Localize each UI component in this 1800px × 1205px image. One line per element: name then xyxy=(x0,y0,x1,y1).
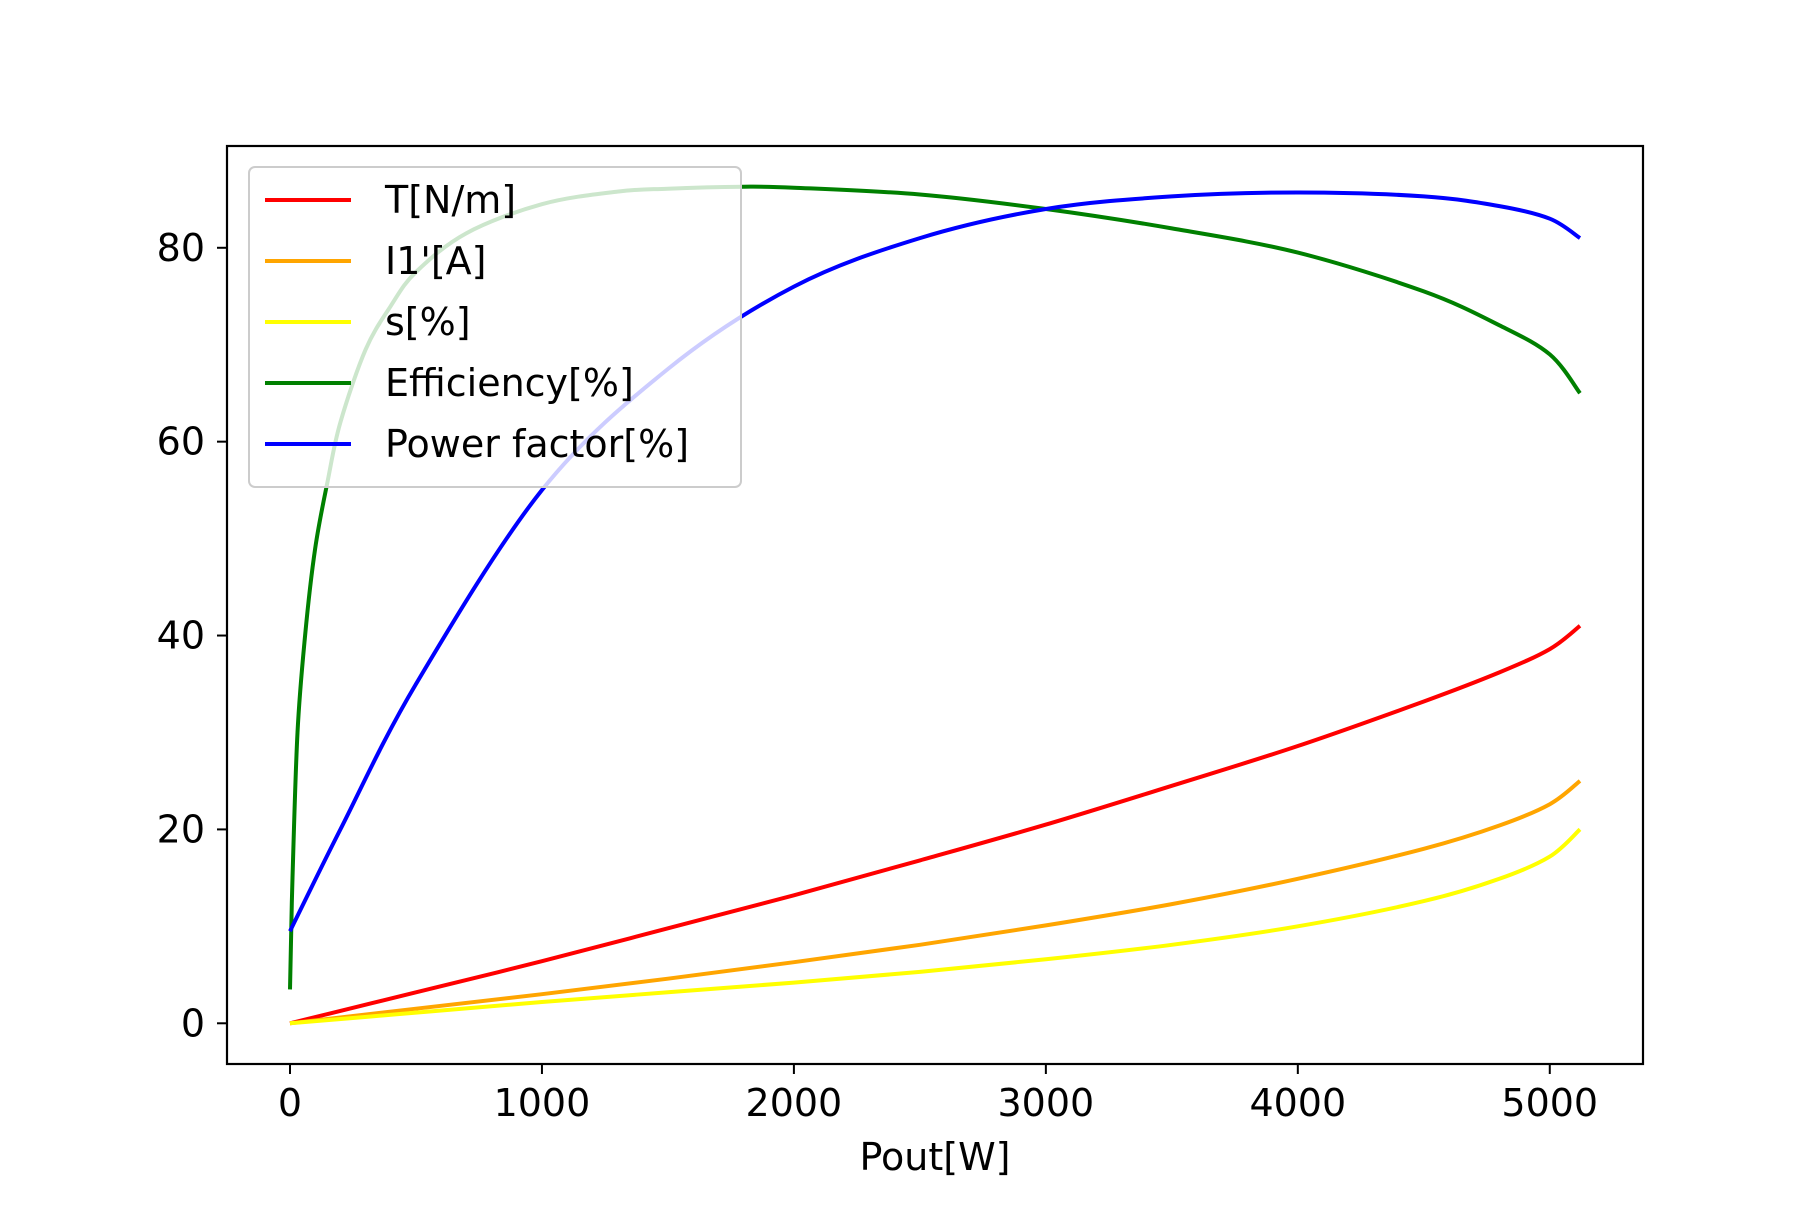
legend-label: Efficiency[%] xyxy=(385,361,634,405)
axes-frame xyxy=(225,144,1645,1066)
series-line-0 xyxy=(289,624,1582,1026)
x-tick-label: 1000 xyxy=(494,1081,591,1125)
x-tick-label: 3000 xyxy=(998,1081,1095,1125)
series-lines xyxy=(288,184,1582,1026)
y-tick-label: 0 xyxy=(181,1001,205,1045)
y-tick-label: 20 xyxy=(157,807,205,851)
x-tick-label: 5000 xyxy=(1501,1081,1598,1125)
x-axis-ticks: 0 1000 2000 3000 4000 5000 xyxy=(278,1064,1598,1125)
legend-label: s[%] xyxy=(385,300,471,344)
y-axis-ticks: 0 20 40 60 80 xyxy=(157,226,227,1045)
x-tick-label: 0 xyxy=(278,1081,302,1125)
legend: T[N/m] I1'[A] s[%] Efficiency[%] Power facto… xyxy=(248,166,742,488)
y-tick-label: 40 xyxy=(157,614,205,658)
legend-label: I1'[A] xyxy=(385,239,486,283)
legend-label: T[N/m] xyxy=(384,178,516,222)
legend-label: Power factor[%] xyxy=(385,422,689,466)
series-line-1 xyxy=(289,779,1582,1026)
y-tick-label: 80 xyxy=(157,226,205,270)
x-axis-label: Pout[W] xyxy=(859,1135,1010,1179)
legend-box xyxy=(248,166,742,488)
x-tick-label: 2000 xyxy=(746,1081,843,1125)
x-tick-label: 4000 xyxy=(1249,1081,1346,1125)
series-line-2 xyxy=(289,827,1582,1026)
series-line-4 xyxy=(288,190,1582,933)
y-tick-label: 60 xyxy=(157,420,205,464)
